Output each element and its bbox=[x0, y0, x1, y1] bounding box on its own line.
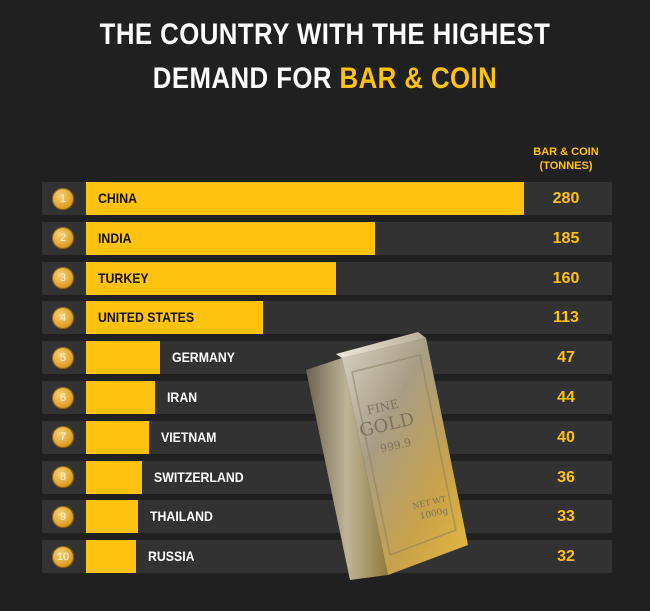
gold-bar-image: FINE GOLD 999.9 NET WT 1000g bbox=[306, 332, 468, 580]
value-label: 185 bbox=[552, 229, 580, 247]
bar bbox=[86, 460, 143, 494]
value-column-label-line-1: BAR & COIN bbox=[533, 146, 599, 158]
country-label: UNITED STATES bbox=[98, 309, 195, 326]
rank-badge: 7 bbox=[52, 426, 74, 449]
rank-badge: 10 bbox=[52, 545, 74, 568]
rank-badge: 9 bbox=[52, 505, 74, 528]
rank-badge: 3 bbox=[52, 267, 74, 290]
country-label: SWITZERLAND bbox=[154, 468, 244, 485]
bar bbox=[86, 301, 263, 335]
country-label: CHINA bbox=[98, 190, 138, 206]
rank-badge: 4 bbox=[52, 306, 74, 329]
value-label: 32 bbox=[557, 548, 575, 566]
country-label: GERMANY bbox=[171, 349, 235, 366]
value-label: 113 bbox=[553, 309, 579, 327]
bar bbox=[86, 381, 155, 414]
bar bbox=[86, 500, 138, 534]
value-label: 160 bbox=[552, 269, 580, 287]
rank-badge: 6 bbox=[52, 386, 74, 409]
value-label: 36 bbox=[557, 468, 575, 486]
value-label: 44 bbox=[557, 389, 575, 406]
row-background bbox=[42, 540, 612, 574]
value-label: 40 bbox=[557, 428, 575, 446]
bar bbox=[86, 182, 524, 215]
value-column-label-line-2: (TONNES) bbox=[539, 160, 593, 172]
value-label: 47 bbox=[557, 349, 575, 367]
bar bbox=[86, 261, 337, 295]
title-line-1: THE COUNTRY WITH THE HIGHEST bbox=[99, 18, 551, 51]
title-highlight: BAR & COIN bbox=[339, 62, 498, 95]
value-column-label: BAR & COIN (TONNES) bbox=[528, 145, 604, 173]
bar bbox=[86, 540, 137, 574]
bar bbox=[86, 341, 160, 375]
rank-badge: 2 bbox=[52, 227, 74, 250]
country-label: RUSSIA bbox=[148, 548, 195, 565]
title-prefix: DEMAND FOR bbox=[152, 62, 340, 95]
bar bbox=[86, 221, 376, 255]
value-label: 280 bbox=[552, 190, 580, 207]
bar bbox=[86, 420, 149, 454]
title-line-2: DEMAND FOR BAR & COIN bbox=[46, 62, 605, 96]
rank-badge: 1 bbox=[52, 187, 74, 210]
country-label: IRAN bbox=[166, 389, 197, 405]
rank-badge: 5 bbox=[52, 346, 74, 369]
country-label: INDIA bbox=[98, 229, 132, 246]
country-label: TURKEY bbox=[98, 269, 149, 286]
country-label: VIETNAM bbox=[160, 428, 217, 445]
value-label: 33 bbox=[557, 508, 575, 526]
rank-badge: 8 bbox=[52, 466, 74, 489]
country-label: THAILAND bbox=[149, 508, 213, 525]
